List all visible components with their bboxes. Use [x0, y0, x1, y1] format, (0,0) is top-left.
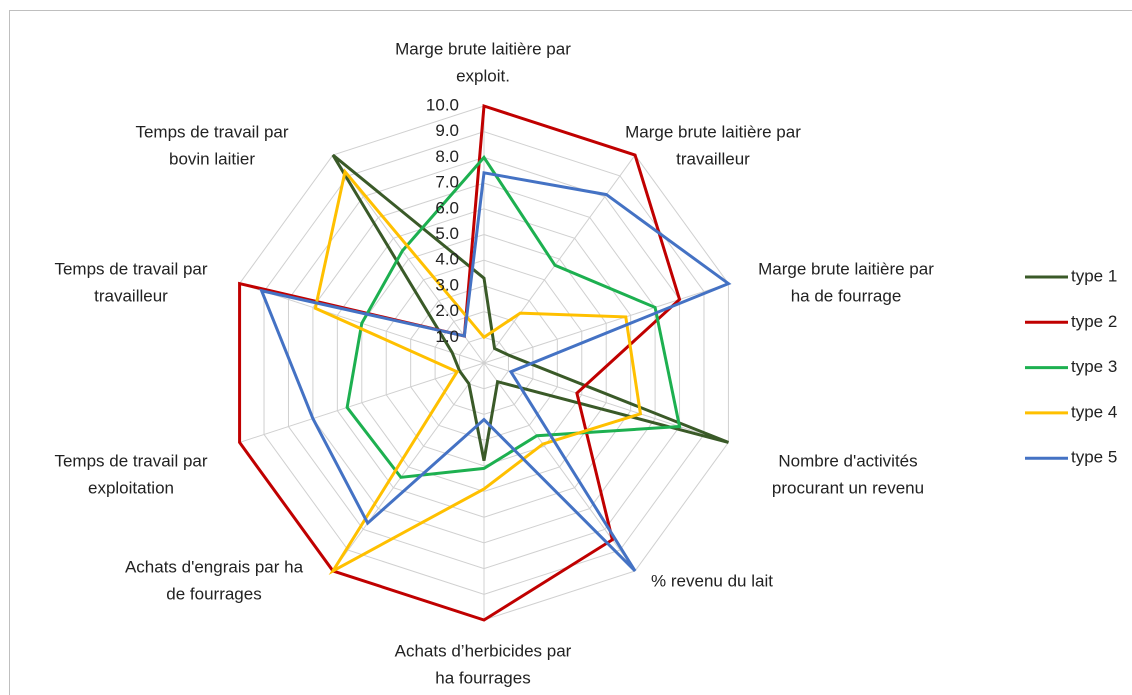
- r-tick-label: 10.0: [426, 95, 459, 114]
- axis-spoke: [332, 362, 485, 572]
- series-line: [331, 153, 729, 461]
- legend-label: type 3: [1071, 357, 1117, 376]
- axis-label: travailleur: [94, 286, 168, 305]
- axis-label: Achats d’herbicides par: [395, 641, 572, 660]
- axis-spoke: [332, 154, 485, 364]
- axis-label: Achats d'engrais par ha: [125, 557, 304, 576]
- series-line: [345, 154, 682, 479]
- r-tick-label: 5.0: [435, 224, 459, 243]
- r-tick-label: 1.0: [435, 327, 459, 346]
- r-tick-label: 3.0: [435, 275, 459, 294]
- r-tick-label: 9.0: [435, 121, 459, 140]
- axis-label: Temps de travail par: [54, 451, 207, 470]
- axis-label: ha fourrages: [435, 668, 530, 687]
- axis-label: Nombre d'activités: [778, 451, 917, 470]
- legend-label: type 5: [1071, 448, 1117, 467]
- axis-label: % revenu du lait: [651, 571, 773, 590]
- axis-spoke: [483, 362, 636, 572]
- axis-label: exploit.: [456, 66, 510, 85]
- legend-label: type 2: [1071, 312, 1117, 331]
- r-tick-label: 2.0: [435, 301, 459, 320]
- axis-spoke: [239, 362, 485, 443]
- r-tick-label: 6.0: [435, 198, 459, 217]
- axis-spoke: [483, 154, 636, 364]
- axis-label: procurant un revenu: [772, 478, 924, 497]
- axis-label: de fourrages: [166, 584, 261, 603]
- axis-label: exploitation: [88, 478, 174, 497]
- r-tick-label: 7.0: [435, 173, 459, 192]
- r-tick-label: 8.0: [435, 147, 459, 166]
- legend-label: type 4: [1071, 402, 1117, 421]
- legend-label: type 1: [1071, 266, 1117, 285]
- axis-label: Marge brute laitière par: [758, 259, 934, 278]
- axis-spoke: [483, 283, 729, 364]
- axis-spoke: [483, 362, 729, 443]
- axis-label: Temps de travail par: [135, 122, 288, 141]
- axis-label: Marge brute laitière par: [625, 122, 801, 141]
- series-line: [313, 168, 643, 575]
- axis-label: Temps de travail par: [54, 259, 207, 278]
- series-line: [259, 171, 732, 572]
- axis-label: bovin laitier: [169, 149, 255, 168]
- axis-label: travailleur: [676, 149, 750, 168]
- axis-label: ha de fourrage: [791, 286, 902, 305]
- r-tick-label: 4.0: [435, 250, 459, 269]
- chart-frame: [9, 10, 1132, 695]
- axis-label: Marge brute laitière par: [395, 39, 571, 58]
